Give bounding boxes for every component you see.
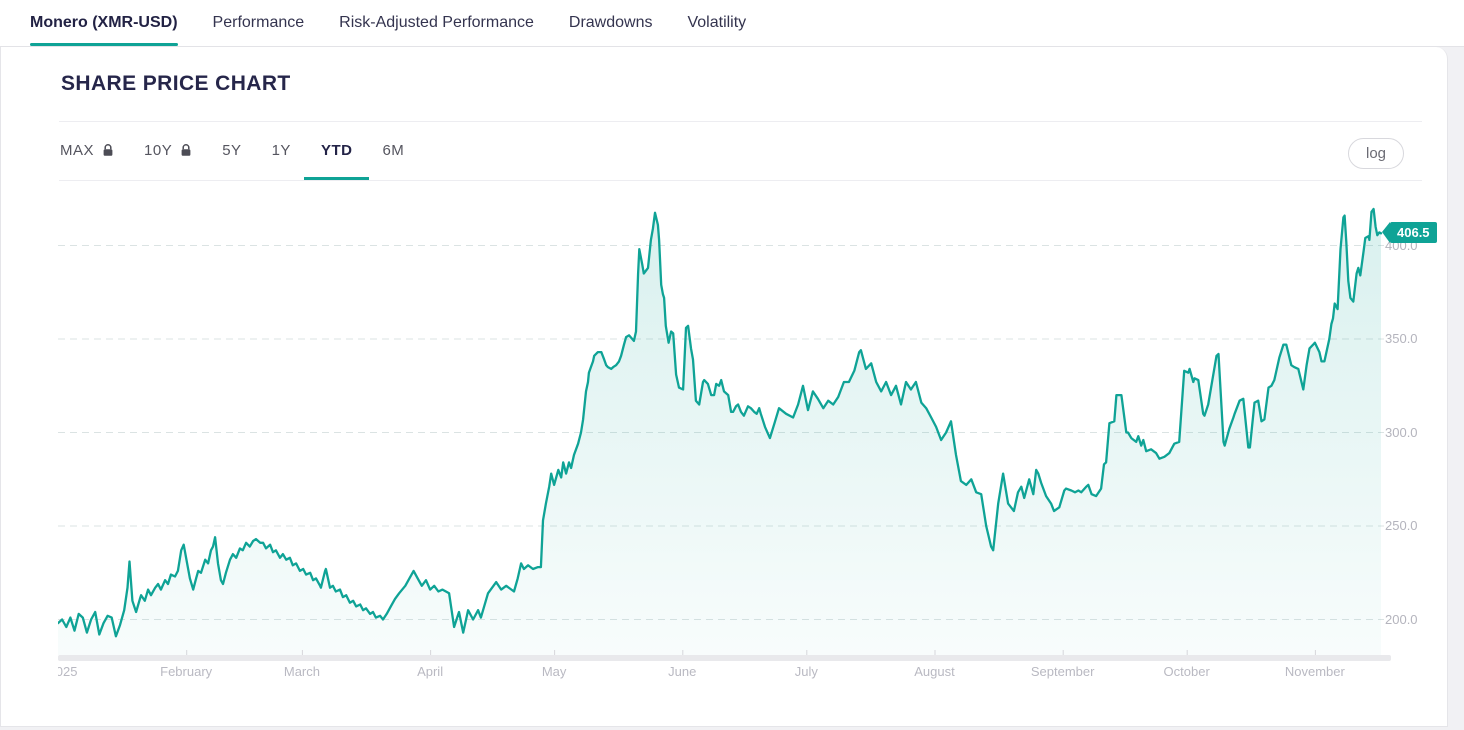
nav-tab-1[interactable]: Performance [212,14,305,31]
month-ticks [186,650,1316,655]
x-axis-label-2025: 2025 [58,664,78,679]
area-fill [58,209,1381,655]
range-option-6m[interactable]: 6M [382,121,404,180]
range-option-label: 5Y [222,142,242,159]
y-axis-label-300: 300.0 [1385,424,1418,440]
nav-tabs: Monero (XMR-USD) Performance Risk-Adjusted… [0,0,1464,46]
range-option-ytd[interactable]: YTD [304,121,369,180]
divider-bottom [59,180,1422,181]
range-option-label: 6M [382,142,405,159]
last-price-value: 406.5 [1397,225,1430,240]
x-axis-label-april: April [417,664,444,679]
chart-card: SHARE PRICE CHART MAX 10Y 5Y 1Y YTD 6M log 20… [0,47,1448,727]
x-axis-label-march: March [283,664,320,679]
y-axis-label-250: 250.0 [1385,518,1418,533]
divider-top [59,121,1422,122]
lock-icon [102,144,114,157]
range-option-label: YTD [320,142,353,159]
top-nav: Monero (XMR-USD) Performance Risk-Adjusted… [0,0,1464,47]
log-scale-toggle[interactable]: log [1348,138,1404,169]
range-option-label: 10Y [144,142,173,159]
x-axis-label-july: July [794,664,818,679]
last-price-badge: 406.5 [1382,222,1437,243]
range-option-5y[interactable]: 5Y [222,121,241,180]
lock-icon [180,144,192,157]
price-line [58,207,1383,638]
x-axis-label-may: May [541,664,567,679]
x-axis-label-august: August [914,664,955,679]
range-option-label: MAX [60,142,95,159]
x-axis-label-february: February [160,664,213,679]
y-axis-label-350: 350.0 [1385,331,1418,346]
price-chart[interactable] [58,200,1391,662]
range-option-1y[interactable]: 1Y [272,121,291,180]
page-title: SHARE PRICE CHART [61,72,291,95]
x-axis-label-october: October [1163,664,1210,679]
y-axis-label-200: 200.0 [1385,611,1418,627]
nav-tab-0[interactable]: Monero (XMR-USD) [30,0,178,46]
range-option-10y[interactable]: 10Y [144,121,192,180]
nav-tab-4[interactable]: Volatility [687,14,747,31]
x-axis-label-june: June [668,664,697,679]
x-axis-bar [58,655,1391,661]
nav-tab-3[interactable]: Drawdowns [568,14,653,31]
nav-tab-2[interactable]: Risk-Adjusted Performance [339,14,534,31]
x-axis-label-september: September [1030,664,1095,679]
range-selector: MAX 10Y 5Y 1Y YTD 6M [60,121,404,180]
x-axis-label-november: November [1284,664,1345,679]
x-axis-labels: 2025 February March April May June July August S… [58,664,1391,682]
range-option-max[interactable]: MAX [60,121,114,180]
range-option-label: 1Y [271,142,291,159]
